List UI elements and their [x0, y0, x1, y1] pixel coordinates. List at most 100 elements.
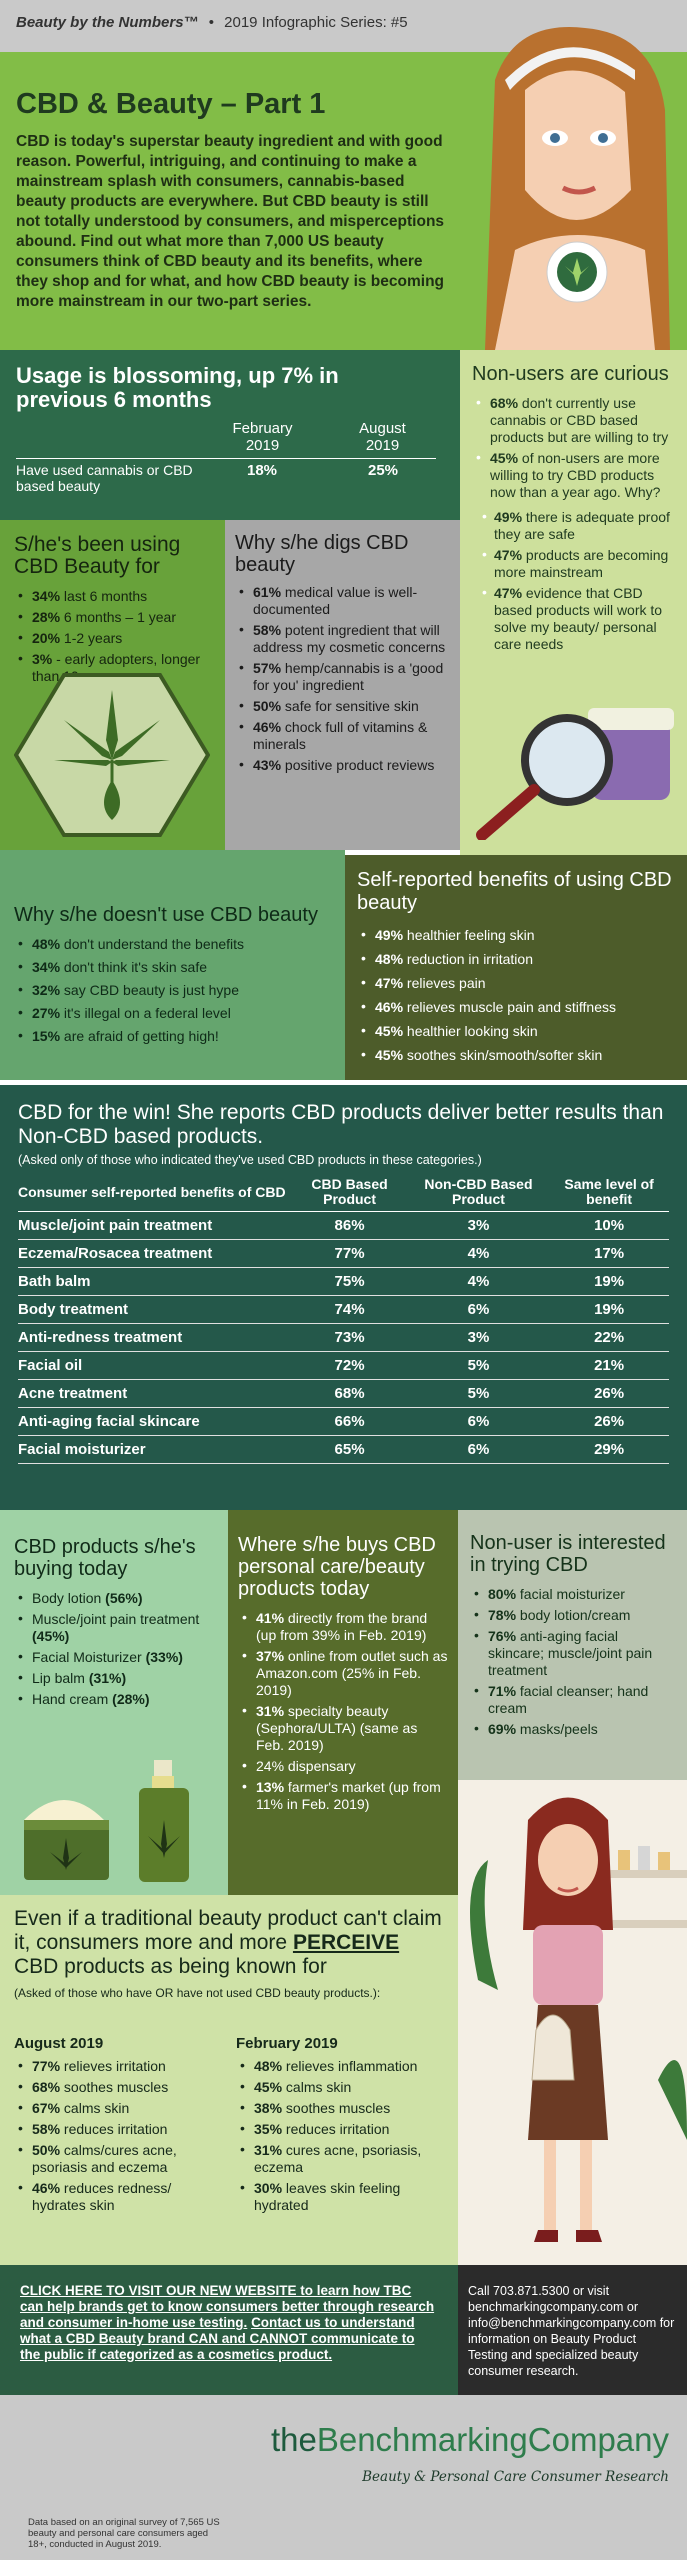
non-user-interested-section: Non-user is interested in trying CBD 80%… [458, 1510, 687, 1780]
column-header: Non-CBD Based Product [407, 1177, 550, 1212]
col-feb-2019: February 2019 [232, 420, 293, 454]
list-item: 67% calms skin [14, 2099, 214, 2117]
list-item: 27% it's illegal on a federal level [14, 1003, 331, 1023]
list-item: 61% medical value is well-documented [235, 583, 450, 618]
page-title: CBD & Beauty – Part 1 [16, 88, 326, 120]
table-title: CBD for the win! She reports CBD product… [18, 1101, 664, 1148]
company-tagline: Beauty & Personal Care Consumer Research [362, 2469, 669, 2485]
table-row: Facial moisturizer 65% 6% 29% [18, 1435, 669, 1464]
column-title: February 2019 [236, 2035, 338, 2052]
list-item: 46% relieves muscle pain and stiffness [357, 996, 675, 1017]
company-logo: theBenchmarkingCompany [270, 2421, 669, 2458]
contact-section: Call 703.871.5300 or visit benchmarkingc… [458, 2265, 687, 2395]
list-item: 48% reduction in irritation [357, 948, 675, 969]
list-item: 50% calms/cures acne, psoriasis and ecze… [14, 2141, 214, 2176]
benefit-comparison-table: Consumer self-reported benefits of CBD C… [18, 1177, 669, 1464]
august-2019-column: August 2019 77% relieves irritation 68% … [14, 2035, 214, 2218]
nonusers-title: Non-users are curious [472, 363, 669, 385]
list-item: Facial Moisturizer (33%) [14, 1648, 214, 1666]
perceive-note: (Asked of those who have OR have not use… [14, 1986, 381, 2000]
self-reported-benefits-section: Self-reported benefits of using CBD beau… [345, 855, 687, 1080]
february-2019-column: February 2019 48% relieves inflammation … [236, 2035, 436, 2218]
list-item: 48% relieves inflammation [236, 2057, 436, 2075]
list-item: 43% positive product reviews [235, 756, 450, 774]
list-item: 78% body lotion/cream [470, 1606, 675, 1624]
list-item: 34% last 6 months [14, 587, 211, 605]
col-aug-2019: August 2019 [359, 420, 406, 454]
table-row: Body treatment 74% 6% 19% [18, 1295, 669, 1324]
brand-name: Beauty by the Numbers™ [16, 14, 199, 31]
list-item: 32% say CBD beauty is just hype [14, 980, 331, 1000]
shopper-woman-illustration [458, 1780, 687, 2265]
list-item: 48% don't understand the benefits [14, 934, 331, 954]
column-header: Consumer self-reported benefits of CBD [18, 1177, 292, 1212]
list-item: 20% 1-2 years [14, 629, 211, 647]
list-item: 35% reduces irritation [236, 2120, 436, 2138]
list-item: 37% online from outlet such as Amazon.co… [238, 1647, 448, 1699]
table-row: Eczema/Rosacea treatment 77% 4% 17% [18, 1239, 669, 1268]
list-item: 68% don't currently use cannabis or CBD … [472, 394, 675, 446]
list-item: Muscle/joint pain treatment (45%) [14, 1610, 214, 1645]
list-item: 49% healthier feeling skin [357, 924, 675, 945]
table-row: Facial oil 72% 5% 21% [18, 1351, 669, 1380]
list-item: Hand cream (28%) [14, 1690, 214, 1708]
list-item: 15% are afraid of getting high! [14, 1026, 331, 1046]
list-item: 46% chock full of vitamins & minerals [235, 718, 450, 753]
list-item: 76% anti-aging facial skincare; muscle/j… [470, 1627, 675, 1679]
using-title: S/he's been using CBD Beauty for [14, 533, 181, 578]
shopper-illustration-panel [458, 1780, 687, 2265]
column-header: CBD Based Product [291, 1177, 408, 1212]
list-item: 45% calms skin [236, 2078, 436, 2096]
list-item: 34% don't think it's skin safe [14, 957, 331, 977]
table-note: (Asked only of those who indicated they'… [18, 1153, 482, 1167]
where-title: Where s/he buys CBD personal care/beauty… [238, 1534, 436, 1600]
list-item: 38% soothes muscles [236, 2099, 436, 2117]
buying-title: CBD products s/he's buying today [14, 1536, 196, 1580]
list-item: 57% hemp/cannabis is a 'good for you' in… [235, 659, 450, 694]
list-item: 58% reduces irritation [14, 2120, 214, 2138]
list-item: 47% evidence that CBD based products wil… [478, 584, 675, 653]
list-item: 45% of non-users are more willing to try… [472, 449, 675, 501]
visit-website-link[interactable]: CLICK HERE TO VISIT OUR NEW WEBSITE to l… [20, 2283, 435, 2330]
column-title: August 2019 [14, 2035, 104, 2052]
separator: • [208, 14, 214, 31]
dont-title: Why s/he doesn't use CBD beauty [14, 904, 318, 926]
cannabis-hexagon-icon [14, 673, 210, 837]
usage-divider [16, 458, 436, 459]
list-item: 69% masks/peels [470, 1720, 675, 1738]
table-row: Anti-redness treatment 73% 3% 22% [18, 1323, 669, 1352]
table-row: Anti-aging facial skincare 66% 6% 26% [18, 1407, 669, 1436]
list-item: 30% leaves skin feeling hydrated [236, 2179, 436, 2214]
series-label: 2019 Infographic Series: #5 [224, 14, 408, 31]
digs-title: Why s/he digs CBD beauty [235, 532, 409, 576]
table-row: Muscle/joint pain treatment 86% 3% 10% [18, 1211, 669, 1240]
buying-today-section: CBD products s/he's buying today Body lo… [0, 1510, 228, 1895]
list-item: 31% specialty beauty (Sephora/ULTA) (sam… [238, 1702, 448, 1754]
list-item: Body lotion (56%) [14, 1589, 214, 1607]
benefits-title: Self-reported benefits of using CBD beau… [357, 869, 672, 914]
woman-illustration [485, 27, 670, 350]
footer: theBenchmarkingCompany Beauty & Personal… [0, 2395, 687, 2560]
nonusers-section: Non-users are curious 68% don't currentl… [460, 350, 687, 855]
list-item: 49% there is adequate proof they are saf… [478, 508, 675, 543]
list-item: 13% farmer's market (up from 11% in Feb.… [238, 1778, 448, 1813]
source-note: Data based on an original survey of 7,56… [28, 2517, 220, 2550]
list-item: 28% 6 months – 1 year [14, 608, 211, 626]
list-item: 46% reduces redness/ hydrates skin [14, 2179, 214, 2214]
list-item: 24% dispensary [238, 1757, 448, 1775]
table-row: Bath balm 75% 4% 19% [18, 1267, 669, 1296]
usage-value-aug: 25% [367, 462, 399, 479]
list-item: 31% cures acne, psoriasis, eczema [236, 2141, 436, 2176]
contact-text: Call 703.871.5300 or visit benchmarkingc… [468, 2284, 675, 2378]
list-item: 58% potent ingredient that will address … [235, 621, 450, 656]
table-row: Acne treatment 68% 5% 26% [18, 1379, 669, 1408]
usage-row-label: Have used cannabis or CBD based beauty [16, 462, 193, 494]
usage-section: Usage is blossoming, up 7% in previous 6… [0, 350, 460, 520]
magnifier-jar-illustration [476, 708, 674, 840]
header-section: Beauty by the Numbers™ • 2019 Infographi… [0, 0, 687, 350]
list-item: Lip balm (31%) [14, 1669, 214, 1687]
list-item: 71% facial cleanser; hand cream [470, 1682, 675, 1717]
list-item: 47% products are becoming more mainstrea… [478, 546, 675, 581]
why-not-use-section: Why s/he doesn't use CBD beauty 48% don'… [0, 850, 345, 1080]
contact-us-link[interactable]: Contact us to understand what a CBD Beau… [20, 2315, 415, 2362]
